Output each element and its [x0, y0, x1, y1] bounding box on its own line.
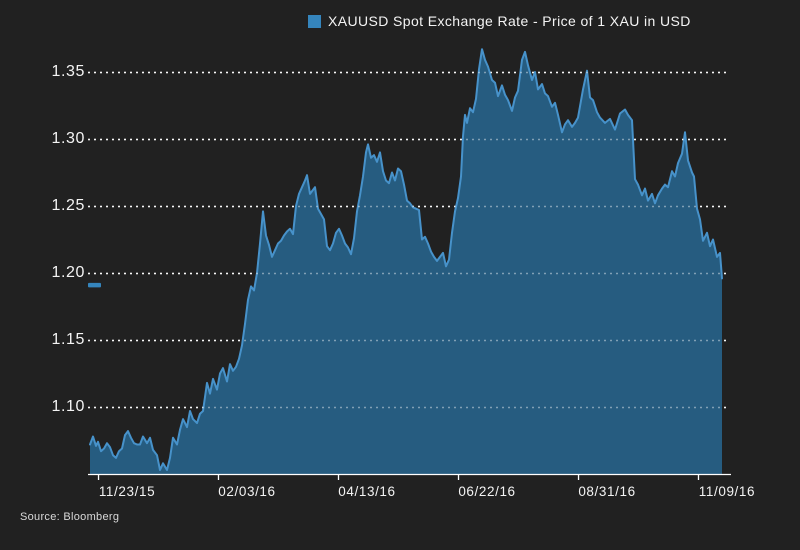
x-axis-label: 11/09/16 — [698, 484, 756, 499]
source-attribution: Source: Bloomberg — [20, 511, 120, 523]
price-area-fill — [90, 49, 722, 474]
x-axis-label: 06/22/16 — [458, 484, 516, 499]
x-axis-label: 04/13/16 — [338, 484, 396, 499]
legend-series-label: XAUUSD Spot Exchange Rate - Price of 1 X… — [328, 13, 691, 29]
last-price-marker — [88, 282, 101, 288]
price-line — [89, 48, 723, 471]
legend-series-swatch-icon — [308, 14, 321, 28]
y-axis-label: 1.20 — [51, 264, 85, 281]
y-axis-label: 1.35 — [51, 63, 85, 80]
x-axis-label: 02/03/16 — [218, 484, 276, 499]
y-axis-label: 1.15 — [51, 331, 85, 348]
y-axis-label: 1.30 — [51, 130, 85, 147]
y-axis: 1.10 1.15 1.20 1.25 1.30 1.35 — [0, 0, 85, 550]
chart-legend: XAUUSD Spot Exchange Rate - Price of 1 X… — [308, 11, 691, 31]
x-axis-label: 11/23/15 — [98, 484, 156, 499]
x-axis-label: 08/31/16 — [578, 484, 636, 499]
y-axis-label: 1.25 — [51, 197, 85, 214]
y-axis-label: 1.10 — [51, 398, 85, 415]
